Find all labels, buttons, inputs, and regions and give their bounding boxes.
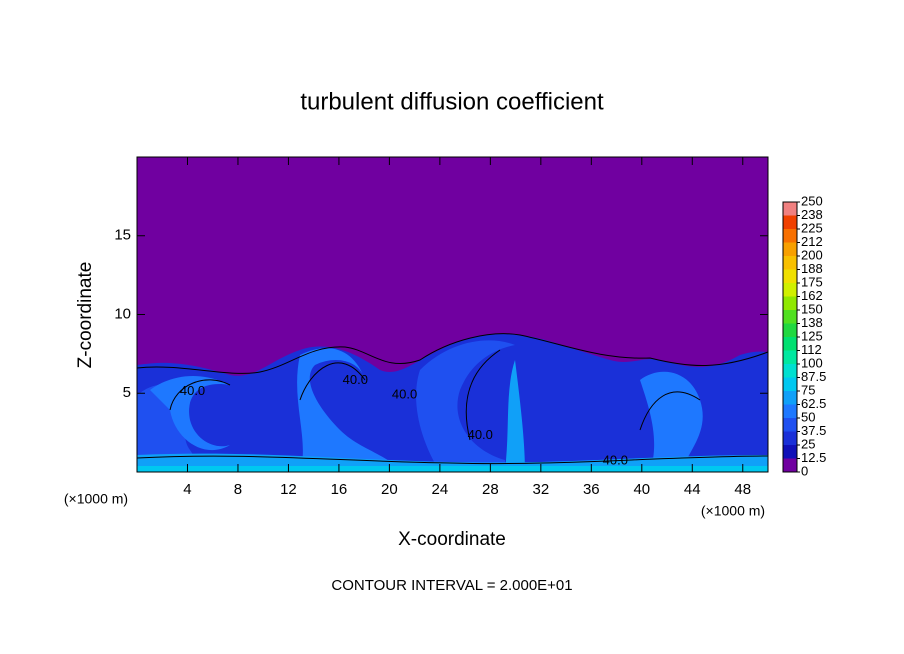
chart-title: turbulent diffusion coefficient (300, 88, 604, 115)
colorbar-band (783, 418, 797, 432)
colorbar-tick-label: 162 (801, 288, 823, 303)
colorbar-band (783, 323, 797, 337)
field-region (137, 466, 768, 472)
x-tick-label: 28 (482, 481, 499, 498)
x-tick-label: 20 (381, 481, 398, 498)
field-region (505, 360, 525, 472)
x-tick-label: 40 (633, 481, 650, 498)
colorbar-band (783, 229, 797, 243)
contour-line (136, 455, 769, 465)
colorbar-tick-label: 125 (801, 328, 823, 343)
colorbar-tick-label: 75 (801, 382, 815, 397)
x-tick-label: 4 (183, 481, 191, 498)
colorbar-tick-label: 37.5 (801, 423, 826, 438)
field-region (297, 348, 400, 472)
colorbar-tick-label: 150 (801, 301, 823, 316)
y-unit-label: (×1000 m) (64, 491, 128, 507)
colorbar-tick-label: 112 (801, 342, 822, 357)
colorbar-band (783, 350, 797, 364)
colorbar-tick-label: 138 (801, 315, 823, 330)
y-axis-label: Z-coordinate (75, 262, 96, 369)
colorbar-band (783, 364, 797, 378)
colorbar-band (783, 458, 797, 472)
contour-label: 40.0 (603, 452, 628, 467)
colorbar-band (783, 283, 797, 297)
colorbar-band (783, 202, 797, 216)
x-tick-label: 8 (234, 481, 242, 498)
contour-line (136, 333, 769, 374)
colorbar-tick-label: 188 (801, 261, 823, 276)
colorbar-band (783, 215, 797, 229)
colorbar-tick-label: 250 (801, 193, 823, 208)
contour-line (169, 349, 701, 441)
colorbar-band (783, 269, 797, 283)
x-tick-label: 12 (280, 481, 297, 498)
colorbar-tick-label: 212 (801, 234, 823, 249)
colorbar-tick-label: 200 (801, 247, 823, 262)
field-region (640, 371, 703, 472)
colorbar-tick-label: 12.5 (801, 450, 826, 465)
colorbar-band (783, 445, 797, 459)
colorbar-band (783, 377, 797, 391)
contour-label: 40.0 (180, 383, 205, 398)
colorbar-band (783, 296, 797, 310)
colorbar-band (783, 310, 797, 324)
contour-label: 40.0 (468, 427, 493, 442)
colorbar-tick-label: 225 (801, 220, 823, 235)
colorbar-band (783, 256, 797, 270)
x-unit-label: (×1000 m) (701, 503, 765, 519)
x-axis-label: X-coordinate (398, 529, 506, 550)
field-region (150, 375, 230, 451)
colorbar-tick-label: 87.5 (801, 369, 826, 384)
x-tick-label: 32 (532, 481, 549, 498)
colorbar-tick-label: 50 (801, 409, 815, 424)
field (136, 333, 769, 472)
y-tick-label: 15 (114, 227, 131, 244)
x-tick-label: 24 (432, 481, 449, 498)
colorbar-band (783, 404, 797, 418)
x-tick-label: 36 (583, 481, 600, 498)
colorbar-tick-label: 238 (801, 207, 823, 222)
x-tick-label: 16 (331, 481, 348, 498)
colorbar-tick-label: 175 (801, 274, 823, 289)
colorbar-band (783, 391, 797, 405)
contour-interval: CONTOUR INTERVAL = 2.000E+01 (331, 577, 572, 594)
contour-label: 40.0 (392, 386, 417, 401)
colorbar-tick-label: 100 (801, 355, 823, 370)
contour-label: 40.0 (343, 372, 368, 387)
y-tick-label: 5 (123, 384, 131, 401)
y-tick-label: 10 (114, 305, 131, 322)
colorbar-tick-label: 62.5 (801, 396, 826, 411)
x-tick-label: 44 (684, 481, 701, 498)
colorbar-band (783, 431, 797, 445)
x-tick-label: 48 (734, 481, 751, 498)
colorbar-tick-label: 25 (801, 436, 815, 451)
colorbar-tick-label: 0 (801, 463, 808, 478)
field-region (416, 340, 515, 472)
colorbar-band (783, 242, 797, 256)
colorbar-band (783, 337, 797, 351)
